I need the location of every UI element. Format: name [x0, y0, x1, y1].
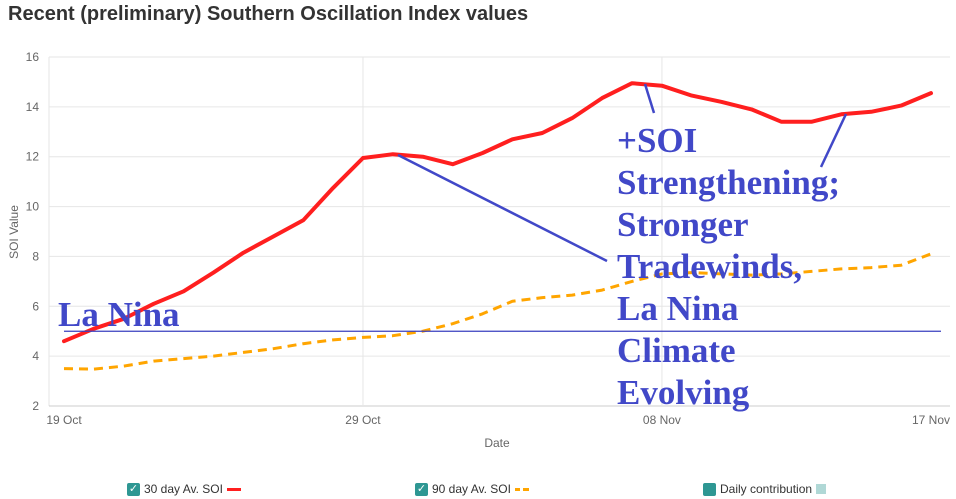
legend-item-30day[interactable]: ✓ 30 day Av. SOI	[127, 482, 241, 496]
checkbox-checked-icon[interactable]: ✓	[415, 482, 428, 496]
y-tick-label: 16	[26, 50, 40, 64]
dashed-line-swatch-icon	[514, 487, 529, 491]
x-tick-label: 08 Nov	[643, 413, 681, 427]
annotation-line: Strengthening;	[617, 163, 840, 202]
checkbox-unchecked-icon[interactable]	[703, 482, 716, 496]
grid	[48, 56, 950, 407]
y-tick-label: 6	[32, 299, 39, 313]
y-axis-ticks: 2 4 6 8 10 12 14 16	[26, 50, 40, 413]
legend-label: Daily contribution	[720, 482, 813, 496]
annotation-arrows	[397, 83, 848, 263]
annotation-text: +SOIStrengthening;StrongerTradewinds,La …	[617, 121, 840, 412]
series-line-30day	[62, 81, 933, 344]
legend-label: 30 day Av. SOI	[144, 482, 223, 496]
x-axis-label: Date	[484, 436, 510, 450]
la-nina-label: La Nina	[58, 295, 180, 334]
y-tick-label: 14	[26, 100, 40, 114]
annotation-pointer-line	[819, 113, 848, 168]
x-tick-label: 17 Nov	[912, 413, 950, 427]
annotation-line: Tradewinds,	[617, 247, 802, 286]
legend-item-daily[interactable]: Daily contribution	[703, 482, 827, 496]
annotation-line: La Nina	[617, 289, 739, 328]
chart-title: Recent (preliminary) Southern Oscillatio…	[8, 3, 529, 25]
annotation-line: +SOI	[617, 121, 697, 160]
series-line-90day	[63, 252, 932, 371]
x-tick-label: 19 Oct	[46, 413, 82, 427]
series-lines	[62, 81, 933, 371]
y-tick-label: 4	[32, 349, 39, 363]
legend-label: 90 day Av. SOI	[432, 482, 511, 496]
annotation-line: Climate	[617, 331, 736, 370]
annotation-pointer-line	[397, 153, 608, 263]
legend-item-90day[interactable]: ✓ 90 day Av. SOI	[415, 482, 529, 496]
x-axis-ticks: 19 Oct 29 Oct 08 Nov 17 Nov	[46, 413, 950, 427]
y-axis-label: SOI Value	[7, 205, 21, 259]
bar-swatch-icon	[816, 484, 827, 494]
solid-line-swatch-icon	[226, 487, 241, 491]
y-tick-label: 12	[26, 150, 40, 164]
annotation-line: Stronger	[617, 205, 749, 244]
y-tick-label: 10	[26, 200, 40, 214]
x-tick-label: 29 Oct	[345, 413, 381, 427]
y-tick-label: 2	[32, 399, 39, 413]
annotation-line: Evolving	[617, 373, 750, 412]
checkbox-checked-icon[interactable]: ✓	[127, 482, 140, 496]
annotation-pointer-line	[643, 83, 656, 114]
y-tick-label: 8	[32, 249, 39, 263]
